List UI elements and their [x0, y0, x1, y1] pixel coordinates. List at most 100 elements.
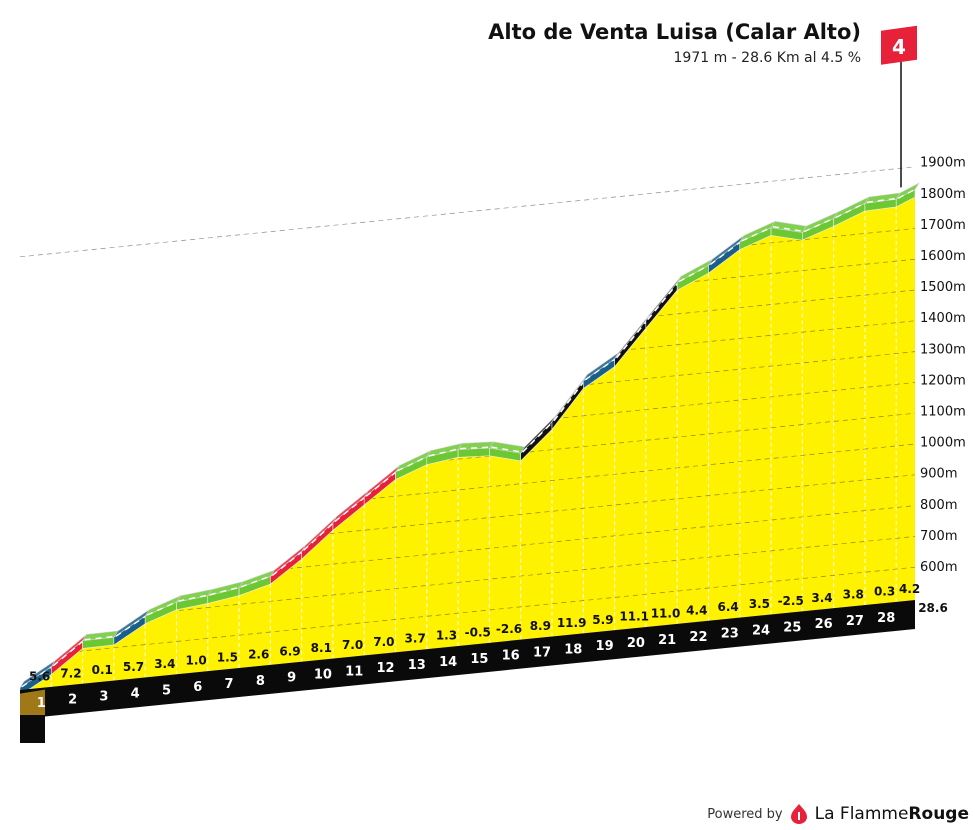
gradient-label: 1.5 [217, 651, 238, 665]
km-label: 14 [439, 655, 457, 670]
y-tick-label: 1900m [920, 156, 966, 171]
road-centerline [491, 446, 523, 453]
total-distance-label: 28.6 [918, 601, 948, 615]
km-label: 18 [564, 642, 582, 657]
gradient-label: 11.1 [619, 610, 649, 624]
gradient-label: 6.9 [279, 644, 300, 658]
elevation-gridline [68, 566, 916, 653]
flag-category-text: 4 [892, 35, 906, 59]
km-label: 24 [752, 623, 770, 638]
chart-title: Alto de Venta Luisa (Calar Alto) [488, 20, 861, 44]
road-centerline [240, 574, 273, 588]
road-centerline [146, 600, 179, 616]
gradient-label: 7.0 [373, 635, 394, 649]
gradient-label: 5.7 [123, 660, 144, 674]
y-tick-label: 900m [920, 467, 957, 482]
profile-area-fill [20, 195, 915, 694]
elevation-gridline [733, 228, 916, 248]
km-label: 3 [99, 690, 108, 705]
km-label: 2 [68, 693, 77, 708]
road-centerline [741, 226, 774, 242]
elevation-gridline [19, 166, 916, 258]
km-label: 9 [287, 671, 296, 686]
km-label: 8 [256, 674, 265, 689]
road-centerline [460, 446, 492, 450]
elevation-gridline [361, 443, 916, 500]
km-label: 26 [815, 617, 833, 632]
gradient-label: -0.5 [465, 625, 491, 639]
elevation-gridline [554, 382, 916, 420]
km-label: 15 [470, 652, 488, 667]
road-centerline [209, 586, 242, 596]
km-label: 7 [225, 677, 234, 692]
road-centerline [397, 455, 430, 472]
road-centerline [897, 187, 918, 199]
gradient-label: 0.1 [92, 663, 113, 677]
km-label: 25 [783, 620, 801, 635]
gradient-label: 5.6 [29, 669, 50, 683]
elevation-gridline [622, 320, 916, 351]
gradient-label: 5.9 [592, 613, 613, 627]
km-label: 4 [131, 686, 140, 701]
road-centerline [522, 420, 555, 453]
road-centerline [866, 197, 899, 203]
grid-lines [19, 166, 916, 687]
y-tick-label: 1300m [920, 342, 966, 357]
road-segments [19, 182, 920, 696]
gradient-label: 11.9 [557, 616, 587, 630]
footer: Powered by La FlammeRouge [707, 804, 969, 824]
elevation-gridline [580, 351, 916, 386]
road-centerline [303, 521, 336, 551]
gradient-label: 3.5 [749, 597, 770, 611]
road-centerline [334, 495, 367, 523]
gradient-label: 3.8 [843, 588, 864, 602]
road-centerline [772, 225, 805, 233]
elevation-gridline [677, 258, 916, 284]
road-centerline [365, 470, 398, 497]
road-centerline [553, 379, 586, 422]
y-tick-label: 700m [920, 529, 957, 544]
gradient-label: 0.3 [874, 584, 895, 598]
gradient-label: 4.2 [899, 582, 920, 596]
y-tick-label: 800m [920, 498, 957, 513]
brand-name: La FlammeRouge [814, 804, 969, 824]
road-centerline [616, 319, 649, 359]
y-tick-label: 1000m [920, 436, 966, 451]
gradient-label: -2.6 [496, 622, 522, 636]
km-label: 17 [533, 646, 551, 661]
km-label: 6 [193, 680, 202, 695]
km-label: 11 [345, 664, 363, 679]
y-tick-label: 600m [920, 560, 957, 575]
distance-band: 1 2 3 4 5 6 7 8 9 10 11 12 13 14 15 16 17 18 19 20 21 22 23 24 2… [20, 600, 948, 743]
gradient-label: 7.2 [60, 666, 81, 680]
elevation-gridline [320, 474, 916, 535]
km-label: 12 [376, 661, 394, 676]
gradient-label: 11.0 [651, 606, 681, 620]
road-centerline [84, 635, 116, 641]
y-tick-label: 1100m [920, 405, 966, 420]
profile-fill [20, 195, 915, 694]
road-centerline [52, 639, 86, 667]
flag-cloth [881, 25, 917, 65]
y-tick-label: 1600m [920, 249, 966, 264]
gradient-label: 1.3 [436, 629, 457, 643]
gradient-label: 6.4 [717, 600, 738, 614]
y-tick-label: 1500m [920, 280, 966, 295]
km-label: 5 [162, 683, 171, 698]
km-label: 1 [37, 696, 46, 711]
category-flag: 4 [881, 25, 917, 188]
road-centerline [678, 263, 711, 283]
elevation-gridline [152, 536, 916, 614]
km-label: 22 [689, 630, 707, 645]
gradient-label: 4.4 [686, 603, 707, 617]
km-label: 20 [627, 636, 645, 651]
y-tick-label: 1800m [920, 187, 966, 202]
y-axis: 600m 700m 800m 900m 1000m 1100m 1200m 1300m 1400… [920, 156, 966, 575]
gradient-label: 2.6 [248, 647, 269, 661]
gradient-label: 3.4 [811, 591, 832, 605]
powered-by-text: Powered by [707, 806, 783, 822]
gradient-label: 7.0 [342, 638, 363, 652]
km-label: 21 [658, 633, 676, 648]
gradient-label: 8.1 [311, 641, 332, 655]
